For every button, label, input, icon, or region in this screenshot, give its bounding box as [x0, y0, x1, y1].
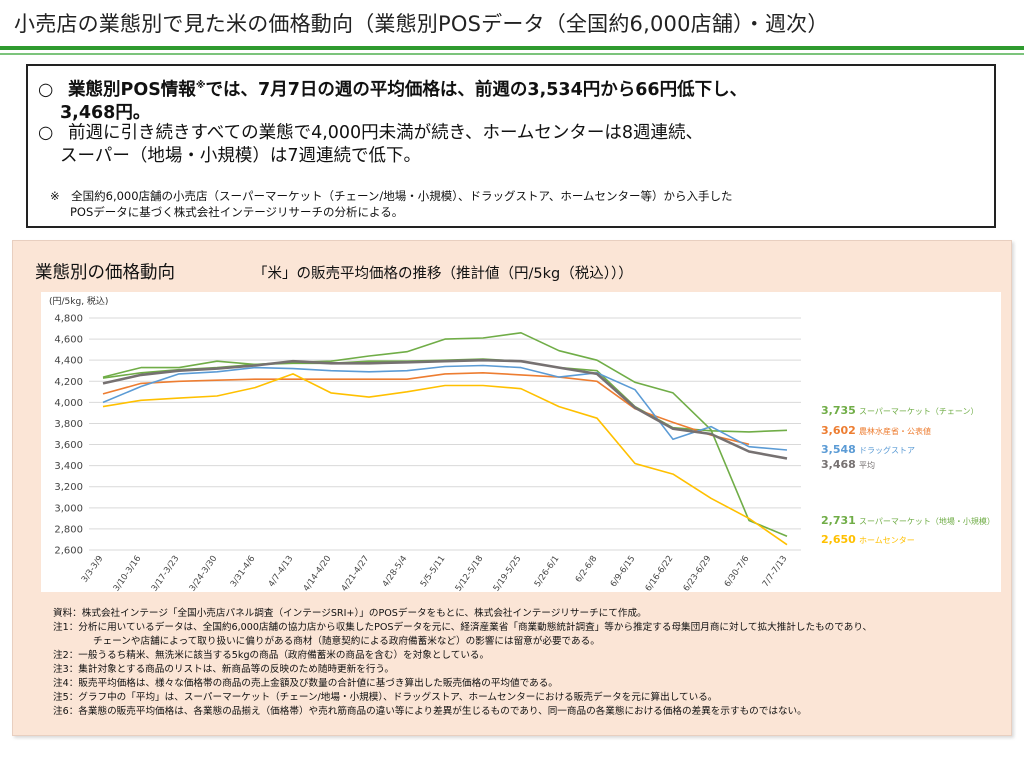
bullet-mark: ○ [38, 79, 54, 100]
bullet2-line1: 前週に引き続きすべての業態で4,000円未満が続き、ホームセンターは8週連続、 [68, 123, 704, 143]
bullet1-text-b: では、7月7日の週の平均価格は、前週の3,534円から66円低下し、 [205, 79, 748, 100]
bullet2-line2: スーパー（地場・小規模）は7週連続で低下。 [60, 146, 421, 166]
x-tick-label: 3/24-3/30 [188, 554, 220, 592]
x-tick-label: 3/31-4/6 [229, 554, 258, 589]
summary-bullet-1: ○ 業態別POS情報※では、7月7日の週の平均価格は、前週の3,534円から66円… [38, 74, 978, 125]
x-tick-label: 5/12-5/18 [454, 554, 486, 592]
x-tick-label: 6/16-6/22 [644, 554, 676, 592]
x-tick-label: 4/7-4/13 [267, 554, 296, 589]
series-line [102, 372, 750, 446]
y-tick-label: 4,400 [54, 356, 83, 367]
series-line [102, 364, 788, 451]
series-end-value: 2,731 [821, 514, 856, 527]
bullet1-line2: 3,468円。 [60, 102, 151, 123]
series-end-name: スーパーマーケット（チェーン） [859, 407, 979, 416]
series-end-value: 2,650 [821, 533, 856, 546]
bullet1-text-a: 業態別POS情報 [68, 79, 196, 100]
x-tick-label: 3/3-3/9 [80, 554, 106, 585]
y-tick-label: 3,800 [54, 419, 83, 430]
y-unit-label: (円/5kg, 税込) [49, 295, 108, 307]
series-end-value: 3,735 [821, 404, 856, 417]
x-tick-label: 6/23-6/29 [682, 554, 714, 592]
note-2: 注2：一般うるち精米、無洗米に該当する5kgの商品（政府備蓄米の商品を含む）を対… [53, 650, 490, 661]
series-end-value: 3,548 [821, 443, 856, 456]
y-tick-label: 3,400 [54, 461, 83, 472]
footnote-line2: POSデータに基づく株式会社インテージリサーチの分析による。 [70, 205, 404, 219]
x-tick-label: 6/9-6/15 [609, 554, 638, 589]
y-tick-label: 2,600 [54, 546, 83, 557]
summary-footnote: ※ 全国約6,000店舗の小売店（スーパーマーケット（チェーン/地場・小規模）、… [50, 188, 970, 220]
series-end-value: 3,602 [821, 424, 856, 437]
note-6: 注6：各業態の販売平均価格は、各業態の品揃え（価格帯）や売れ筋商品の違い等により… [53, 706, 807, 717]
x-tick-label: 7/7-7/13 [761, 554, 790, 589]
summary-box: ○ 業態別POS情報※では、7月7日の週の平均価格は、前週の3,534円から66円… [26, 64, 996, 228]
series-line [102, 373, 788, 546]
x-tick-label: 4/14-4/20 [302, 554, 334, 592]
notes: 資料：株式会社インテージ「全国小売店パネル調査（インテージSRI+）」のPOSデ… [53, 607, 1003, 719]
y-tick-label: 3,200 [54, 482, 83, 493]
y-tick-label: 4,200 [54, 377, 83, 388]
y-tick-label: 4,600 [54, 335, 83, 346]
footnote-line1: ※ 全国約6,000店舗の小売店（スーパーマーケット（チェーン/地場・小規模）、… [50, 189, 733, 203]
x-tick-label: 4/21-4/27 [340, 554, 372, 592]
price-trend-chart: (円/5kg, 税込) 2,600 2,800 3,000 3,200 3,400 3,60… [49, 295, 995, 594]
x-tick-label: 5/26-6/1 [533, 554, 562, 589]
chart-panel: 業態別の価格動向 「米」の販売平均価格の推移（推計値（円/5kg（税込））） (… [12, 240, 1012, 736]
x-tick-label: 6/2-6/8 [574, 554, 600, 585]
panel-title: 業態別の価格動向 [35, 263, 175, 283]
note-5: 注5：グラフ中の「平均」は、スーパーマーケット（チェーン/地場・小規模）、ドラッ… [53, 692, 718, 703]
x-tick-label: 4/28-5/4 [381, 554, 410, 589]
x-tick-label: 3/10-3/16 [112, 554, 144, 592]
panel-subtitle: 「米」の販売平均価格の推移（推計値（円/5kg（税込））） [253, 266, 633, 282]
series-end-name: 農林水産省・公表値 [859, 426, 931, 436]
series-line [102, 358, 788, 460]
title-divider [0, 46, 1024, 50]
series-end-name: ホームセンター [859, 536, 915, 545]
y-tick-label: 3,000 [54, 503, 83, 514]
x-tick-label: 5/19-5/25 [492, 554, 524, 592]
note-source: 資料：株式会社インテージ「全国小売店パネル調査（インテージSRI+）」のPOSデ… [53, 608, 647, 619]
y-tick-label: 2,800 [54, 524, 83, 535]
bullet1-sup: ※ [195, 80, 206, 91]
series-end-value: 3,468 [821, 458, 856, 471]
x-tick-label: 3/17-3/23 [150, 554, 182, 592]
bullet-mark: ○ [38, 123, 54, 143]
note-4: 注4：販売平均価格は、様々な価格帯の商品の売上金額及び数量の合計値に基づき算出し… [53, 678, 558, 689]
y-tick-label: 4,000 [54, 398, 83, 409]
x-tick-label: 5/5-5/11 [419, 554, 448, 589]
note-1: 注1：分析に用いているデータは、全国約6,000店舗の協力店から収集したPOSデ… [53, 622, 873, 633]
series-end-name: 平均 [859, 460, 875, 470]
series-end-name: スーパーマーケット（地場・小規模） [859, 516, 995, 526]
y-tick-label: 3,600 [54, 440, 83, 451]
title-divider-thin [0, 53, 1024, 55]
chart-area: (円/5kg, 税込) 2,600 2,800 3,000 3,200 3,400 3,60… [41, 292, 1001, 594]
y-tick-label: 4,800 [54, 314, 83, 325]
page-title: 小売店の業態別で見た米の価格動向（業態別POSデータ（全国約6,000店舗）・週… [14, 12, 829, 36]
summary-bullet-2: ○ 前週に引き続きすべての業態で4,000円未満が続き、ホームセンターは8週連続、… [38, 122, 978, 168]
x-tick-label: 6/30-7/6 [723, 554, 752, 589]
note-3: 注3：集計対象とする商品のリストは、新商品等の反映のため随時更新を行う。 [53, 664, 395, 675]
series-end-name: ドラッグストア [859, 445, 915, 455]
note-1-cont: チェーンや店舗によって取り扱いに偏りがある商材（随意契約による政府備蓄米など）の… [93, 636, 600, 647]
